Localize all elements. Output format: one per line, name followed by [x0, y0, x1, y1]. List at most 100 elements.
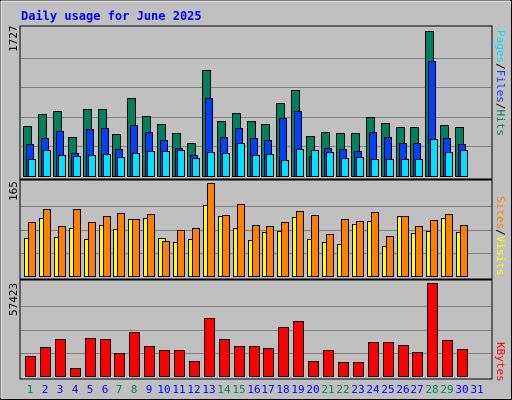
day-label-21: 21 [321, 383, 334, 396]
panel-visits: 165 Sites/Visits [7, 179, 507, 280]
day-label-30: 30 [455, 383, 468, 396]
sites-bar-day-26 [401, 216, 409, 277]
pages-bar-day-15 [237, 143, 245, 177]
kbytes-bar-day-18 [278, 327, 289, 377]
day-label-7: 7 [116, 383, 123, 396]
legend-files: Files [494, 70, 507, 103]
pages-bar-day-19 [296, 149, 304, 177]
day-label-24: 24 [366, 383, 380, 396]
legend-visits: Visits [494, 236, 507, 276]
pages-bar-day-1 [28, 159, 36, 177]
kbytes-bar-day-11 [174, 350, 185, 377]
legend-pages: Pages [494, 30, 507, 63]
kbytes-bar-day-21 [323, 350, 334, 377]
pages-bar-day-24 [371, 159, 379, 177]
sites-bar-day-17 [266, 226, 274, 277]
day-label-29: 29 [440, 383, 453, 396]
day-label-10: 10 [157, 383, 170, 396]
day-label-31: 31 [470, 383, 483, 396]
sites-bar-day-12 [192, 228, 200, 277]
pages-bar-day-16 [252, 155, 260, 177]
day-label-17: 17 [261, 383, 274, 396]
legend-sites: Sites [494, 196, 507, 229]
pages-bar-day-3 [58, 155, 66, 177]
sites-bar-day-2 [43, 209, 51, 277]
kbytes-bar-day-5 [85, 338, 96, 377]
kbytes-bar-day-23 [353, 362, 364, 377]
day-label-16: 16 [247, 383, 260, 396]
day-label-28: 28 [425, 383, 438, 396]
day-label-23: 23 [351, 383, 364, 396]
panel-kbytes-bars [25, 283, 468, 377]
day-axis: 1 2 3 4 5 6 7 8 9 10 11 12 13 14 15 16 17 18 19 20 21 22 23 24 2… [27, 383, 484, 396]
sites-bar-day-15 [237, 204, 245, 277]
day-label-18: 18 [276, 383, 289, 396]
pages-bar-day-6 [103, 154, 111, 177]
kbytes-bar-day-10 [159, 350, 170, 377]
pages-bar-day-7 [117, 157, 125, 177]
panel-kbytes-legend: KBytes [494, 342, 507, 382]
pages-bar-day-27 [415, 159, 423, 177]
kbytes-bar-day-16 [249, 346, 260, 377]
chart-title: Daily usage for June 2025 [21, 9, 202, 23]
panel-kbytes-max-label: 57423 [7, 283, 20, 316]
pages-bar-day-12 [192, 158, 200, 177]
sites-bar-day-9 [147, 214, 155, 277]
kbytes-bar-day-7 [114, 353, 125, 377]
day-label-27: 27 [410, 383, 423, 396]
legend-sep-3: / [494, 229, 507, 236]
sites-bar-day-14 [222, 215, 230, 277]
sites-bar-day-29 [445, 214, 453, 277]
panel-hits-max-label: 1727 [7, 26, 20, 53]
panel-visits-bars [24, 183, 468, 277]
day-label-13: 13 [202, 383, 215, 396]
kbytes-bar-day-4 [70, 368, 81, 377]
pages-bar-day-26 [401, 159, 409, 177]
panel-hits-legend: Pages/Files/Hits [494, 30, 507, 136]
pages-bar-day-8 [132, 153, 140, 177]
pages-bar-day-25 [386, 159, 394, 177]
pages-bar-day-9 [147, 151, 155, 177]
sites-bar-day-10 [162, 241, 170, 277]
kbytes-bar-day-24 [368, 342, 379, 377]
sites-bar-day-16 [252, 225, 260, 277]
pages-bar-day-20 [311, 150, 319, 177]
kbytes-bar-day-22 [338, 362, 349, 377]
sites-bar-day-7 [117, 213, 125, 277]
panel-visits-legend: Sites/Visits [494, 196, 507, 276]
legend-kbytes: KBytes [494, 342, 507, 382]
day-label-14: 14 [217, 383, 231, 396]
day-label-12: 12 [187, 383, 200, 396]
sites-bar-day-24 [371, 212, 379, 277]
day-label-5: 5 [87, 383, 94, 396]
kbytes-bar-day-25 [383, 342, 394, 377]
day-label-19: 19 [291, 383, 304, 396]
pages-bar-day-29 [445, 152, 453, 177]
legend-hits: Hits [494, 110, 507, 137]
sites-bar-day-5 [88, 222, 96, 277]
day-label-4: 4 [72, 383, 79, 396]
day-label-2: 2 [42, 383, 49, 396]
pages-bar-day-11 [177, 150, 185, 177]
pages-bar-day-5 [88, 155, 96, 177]
sites-bar-day-18 [281, 222, 289, 277]
legend-sep-2: / [494, 103, 507, 110]
sites-bar-day-23 [356, 221, 364, 277]
kbytes-bar-day-6 [100, 339, 111, 377]
day-label-22: 22 [336, 383, 349, 396]
sites-bar-day-6 [103, 216, 111, 277]
kbytes-bar-day-2 [40, 347, 51, 377]
day-label-1: 1 [27, 383, 34, 396]
pages-bar-day-10 [162, 151, 170, 177]
panel-visits-max-label: 165 [7, 181, 20, 201]
day-label-26: 26 [396, 383, 409, 396]
pages-bar-day-4 [73, 156, 81, 177]
kbytes-bar-day-17 [263, 348, 274, 377]
sites-bar-day-3 [58, 226, 66, 277]
sites-bar-day-19 [296, 211, 304, 277]
panel-hits: 1727 Pages/Files/Hits [7, 25, 507, 180]
day-label-15: 15 [232, 383, 245, 396]
kbytes-bar-day-15 [234, 346, 245, 377]
kbytes-bar-day-28 [427, 283, 438, 377]
